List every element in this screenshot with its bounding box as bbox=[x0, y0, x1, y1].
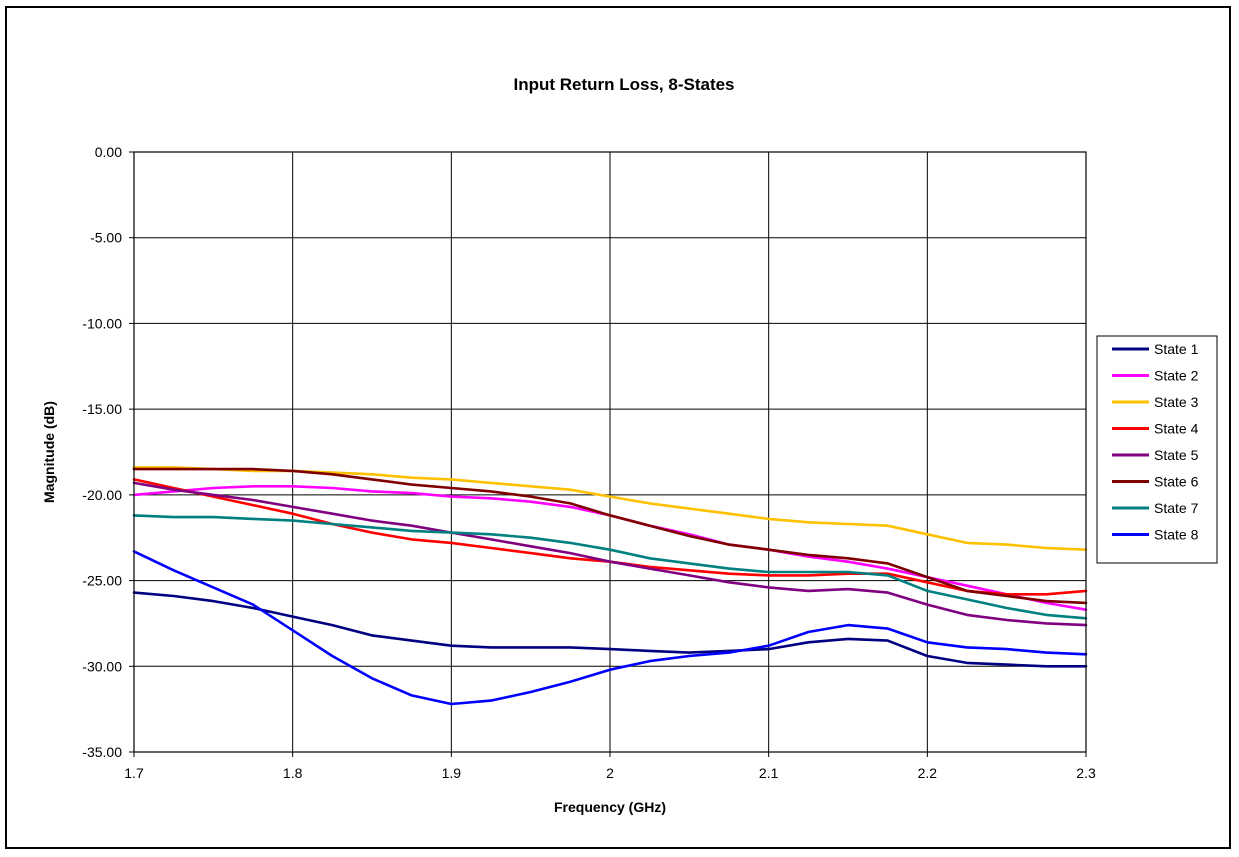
legend-label-state-5: State 5 bbox=[1154, 447, 1199, 463]
y-axis-label: Magnitude (dB) bbox=[41, 401, 57, 503]
y-tick-label: -35.00 bbox=[82, 744, 122, 760]
series-line-state-5 bbox=[132, 481, 1088, 627]
y-tick-label: -30.00 bbox=[82, 658, 122, 674]
x-axis-label: Frequency (GHz) bbox=[554, 799, 666, 815]
series-line-state-7 bbox=[132, 514, 1088, 620]
x-tick-label: 1.9 bbox=[442, 765, 462, 781]
series-line-state-6 bbox=[132, 467, 1088, 605]
y-axis-ticks: 0.00 -5.00 -10.00 -15.00 -20.00 -25.00 -30.00 -… bbox=[82, 144, 134, 760]
x-tick-label: 1.8 bbox=[283, 765, 303, 781]
legend-label-state-1: State 1 bbox=[1154, 341, 1199, 357]
y-tick-label: -15.00 bbox=[82, 401, 122, 417]
legend: State 1 State 2 State 3 State 4 State 5 State… bbox=[1096, 335, 1218, 564]
x-tick-label: 2 bbox=[606, 765, 614, 781]
y-tick-label: -5.00 bbox=[90, 230, 122, 246]
legend-label-state-6: State 6 bbox=[1154, 474, 1199, 490]
series-lines bbox=[132, 466, 1088, 706]
series-line-state-1 bbox=[132, 591, 1088, 668]
x-axis-ticks: 1.7 1.8 1.9 2 2.1 2.2 2.3 bbox=[124, 752, 1096, 781]
legend-label-state-7: State 7 bbox=[1154, 500, 1199, 516]
y-tick-label: -10.00 bbox=[82, 315, 122, 331]
x-tick-label: 1.7 bbox=[124, 765, 144, 781]
x-tick-label: 2.3 bbox=[1076, 765, 1096, 781]
y-tick-label: -25.00 bbox=[82, 573, 122, 589]
chart-title: Input Return Loss, 8-States bbox=[513, 75, 734, 94]
series-line-state-8 bbox=[132, 550, 1088, 706]
y-tick-label: 0.00 bbox=[95, 144, 122, 160]
x-tick-label: 2.1 bbox=[759, 765, 779, 781]
legend-label-state-3: State 3 bbox=[1154, 394, 1199, 410]
legend-label-state-4: State 4 bbox=[1154, 421, 1199, 437]
legend-box bbox=[1096, 335, 1218, 564]
legend-label-state-8: State 8 bbox=[1154, 527, 1199, 543]
y-tick-label: -20.00 bbox=[82, 487, 122, 503]
legend-label-state-2: State 2 bbox=[1154, 368, 1199, 384]
x-tick-label: 2.2 bbox=[918, 765, 938, 781]
